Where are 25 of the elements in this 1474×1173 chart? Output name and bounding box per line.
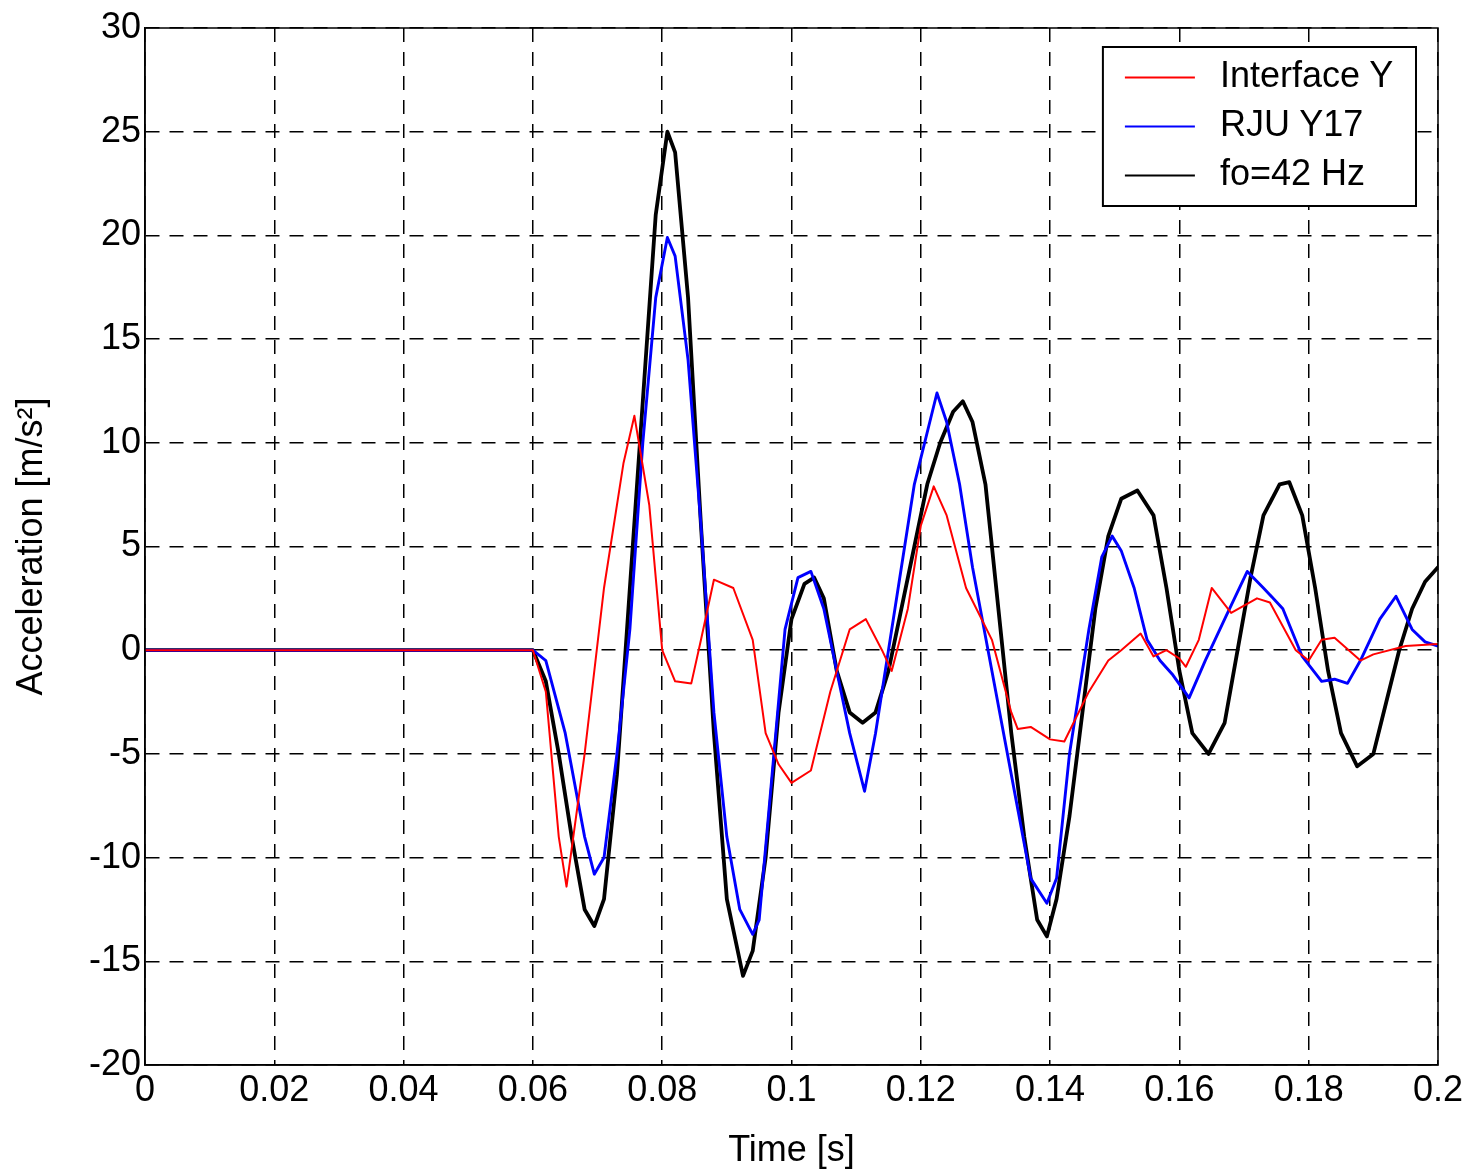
x-tick-label: 0.06 — [497, 1067, 568, 1109]
legend-label: fo=42 Hz — [1219, 152, 1365, 194]
y-tick-label: -15 — [88, 938, 141, 980]
x-tick-label: 0.12 — [885, 1067, 956, 1109]
legend-label: RJU Y17 — [1219, 103, 1364, 145]
y-tick-label: 20 — [100, 212, 141, 254]
x-tick-label: 0.1 — [766, 1067, 817, 1109]
x-tick-label: 0.04 — [368, 1067, 439, 1109]
x-tick-label: 0.08 — [627, 1067, 698, 1109]
x-tick-label: 0.14 — [1015, 1067, 1086, 1109]
y-tick-label: 10 — [100, 419, 141, 461]
y-tick-label: 0 — [120, 627, 141, 669]
y-axis-title: Acceleration [m/s²] — [8, 397, 50, 696]
y-tick-label: 25 — [100, 108, 141, 150]
y-tick-label: -10 — [88, 834, 141, 876]
x-tick-label: 0.16 — [1144, 1067, 1215, 1109]
x-axis-title: Time [s] — [728, 1128, 855, 1170]
y-tick-label: 5 — [120, 523, 141, 565]
y-tick-label: -5 — [108, 730, 141, 772]
x-tick-label: 0.18 — [1273, 1067, 1344, 1109]
x-tick-label: 0.2 — [1412, 1067, 1464, 1109]
y-tick-label: 15 — [100, 316, 141, 358]
legend-label: Interface Y — [1219, 54, 1394, 96]
y-tick-label: 30 — [100, 4, 141, 46]
x-tick-label: 0.02 — [239, 1067, 310, 1109]
